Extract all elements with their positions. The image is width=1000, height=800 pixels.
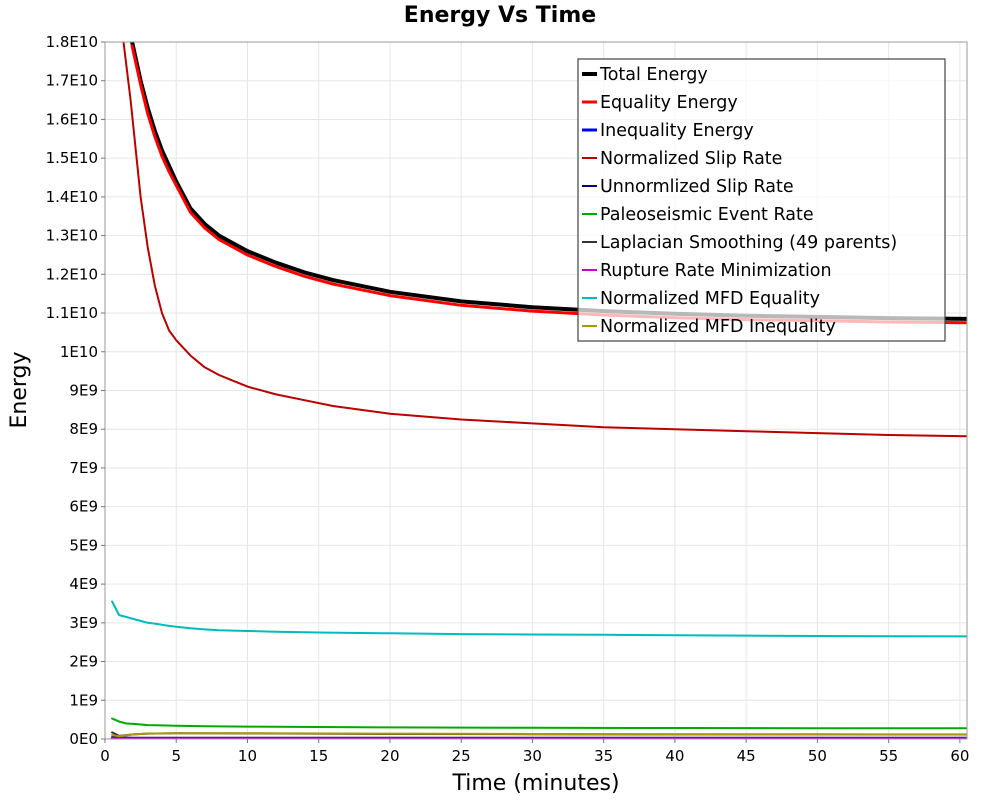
x-tick-label: 55	[879, 747, 898, 765]
y-tick-label: 2E9	[69, 653, 98, 671]
y-tick-label: 1.2E10	[46, 265, 98, 283]
series-line-normalized-slip-rate	[122, 42, 967, 438]
legend-label: Paleoseismic Event Rate	[600, 205, 814, 225]
y-tick-label: 9E9	[69, 382, 98, 400]
x-tick-label: 10	[238, 747, 257, 765]
x-axis-label: Time (minutes)	[451, 771, 619, 796]
y-tick-label: 1.8E10	[46, 33, 98, 51]
legend-label: Unnormlized Slip Rate	[600, 177, 794, 197]
x-tick-label: 0	[100, 747, 110, 765]
x-tick-label: 45	[737, 747, 756, 765]
x-axis-ticks: 0 5 10 15 20 25 30 35 40 45 50 55 60	[100, 739, 969, 765]
legend-label: Total Energy	[599, 65, 708, 85]
y-tick-label: 1E9	[69, 691, 98, 709]
x-tick-label: 20	[380, 747, 399, 765]
legend-label: Normalized MFD Equality	[600, 289, 820, 309]
y-axis-label: Energy	[7, 351, 32, 428]
x-tick-label: 5	[171, 747, 181, 765]
y-tick-label: 1E10	[60, 343, 98, 361]
legend-label: Normalized MFD Inequality	[600, 317, 836, 337]
x-tick-label: 15	[309, 747, 328, 765]
y-tick-label: 4E9	[69, 575, 98, 593]
x-tick-label: 60	[950, 747, 969, 765]
legend-label: Laplacian Smoothing (49 parents)	[600, 233, 897, 253]
legend-label: Rupture Rate Minimization	[600, 261, 832, 281]
series-line-normalized-mfd-inequality	[111, 732, 967, 738]
y-tick-label: 8E9	[69, 420, 98, 438]
y-tick-label: 1.6E10	[46, 110, 98, 128]
chart-title: Energy Vs Time	[404, 3, 596, 28]
series-line-paleoseismic-event-rate	[111, 717, 967, 730]
y-tick-label: 1.3E10	[46, 227, 98, 245]
x-tick-label: 25	[452, 747, 471, 765]
y-tick-label: 3E9	[69, 614, 98, 632]
series-line-normalized-mfd-equality	[111, 600, 967, 638]
y-tick-label: 1.1E10	[46, 304, 98, 322]
y-tick-label: 6E9	[69, 498, 98, 516]
x-tick-label: 40	[665, 747, 684, 765]
y-tick-label: 1.7E10	[46, 72, 98, 90]
y-tick-label: 7E9	[69, 459, 98, 477]
x-tick-label: 30	[523, 747, 542, 765]
legend-label: Equality Energy	[600, 93, 738, 113]
legend-label: Normalized Slip Rate	[600, 149, 782, 169]
legend-label: Inequality Energy	[600, 121, 754, 141]
legend-box	[577, 58, 946, 342]
y-tick-label: 1.4E10	[46, 188, 98, 206]
x-tick-label: 35	[594, 747, 613, 765]
y-tick-label: 0E0	[69, 730, 98, 748]
x-tick-label: 50	[808, 747, 827, 765]
y-tick-label: 5E9	[69, 536, 98, 554]
y-axis-ticks: 0E0 1E9 2E9 3E9 4E9 5E9 6E9 7E9 8E9 9E9 1E10 1.1E10…	[46, 33, 105, 748]
y-tick-label: 1.5E10	[46, 149, 98, 167]
legend: Total Energy Equality Energy Inequality En…	[577, 58, 946, 342]
